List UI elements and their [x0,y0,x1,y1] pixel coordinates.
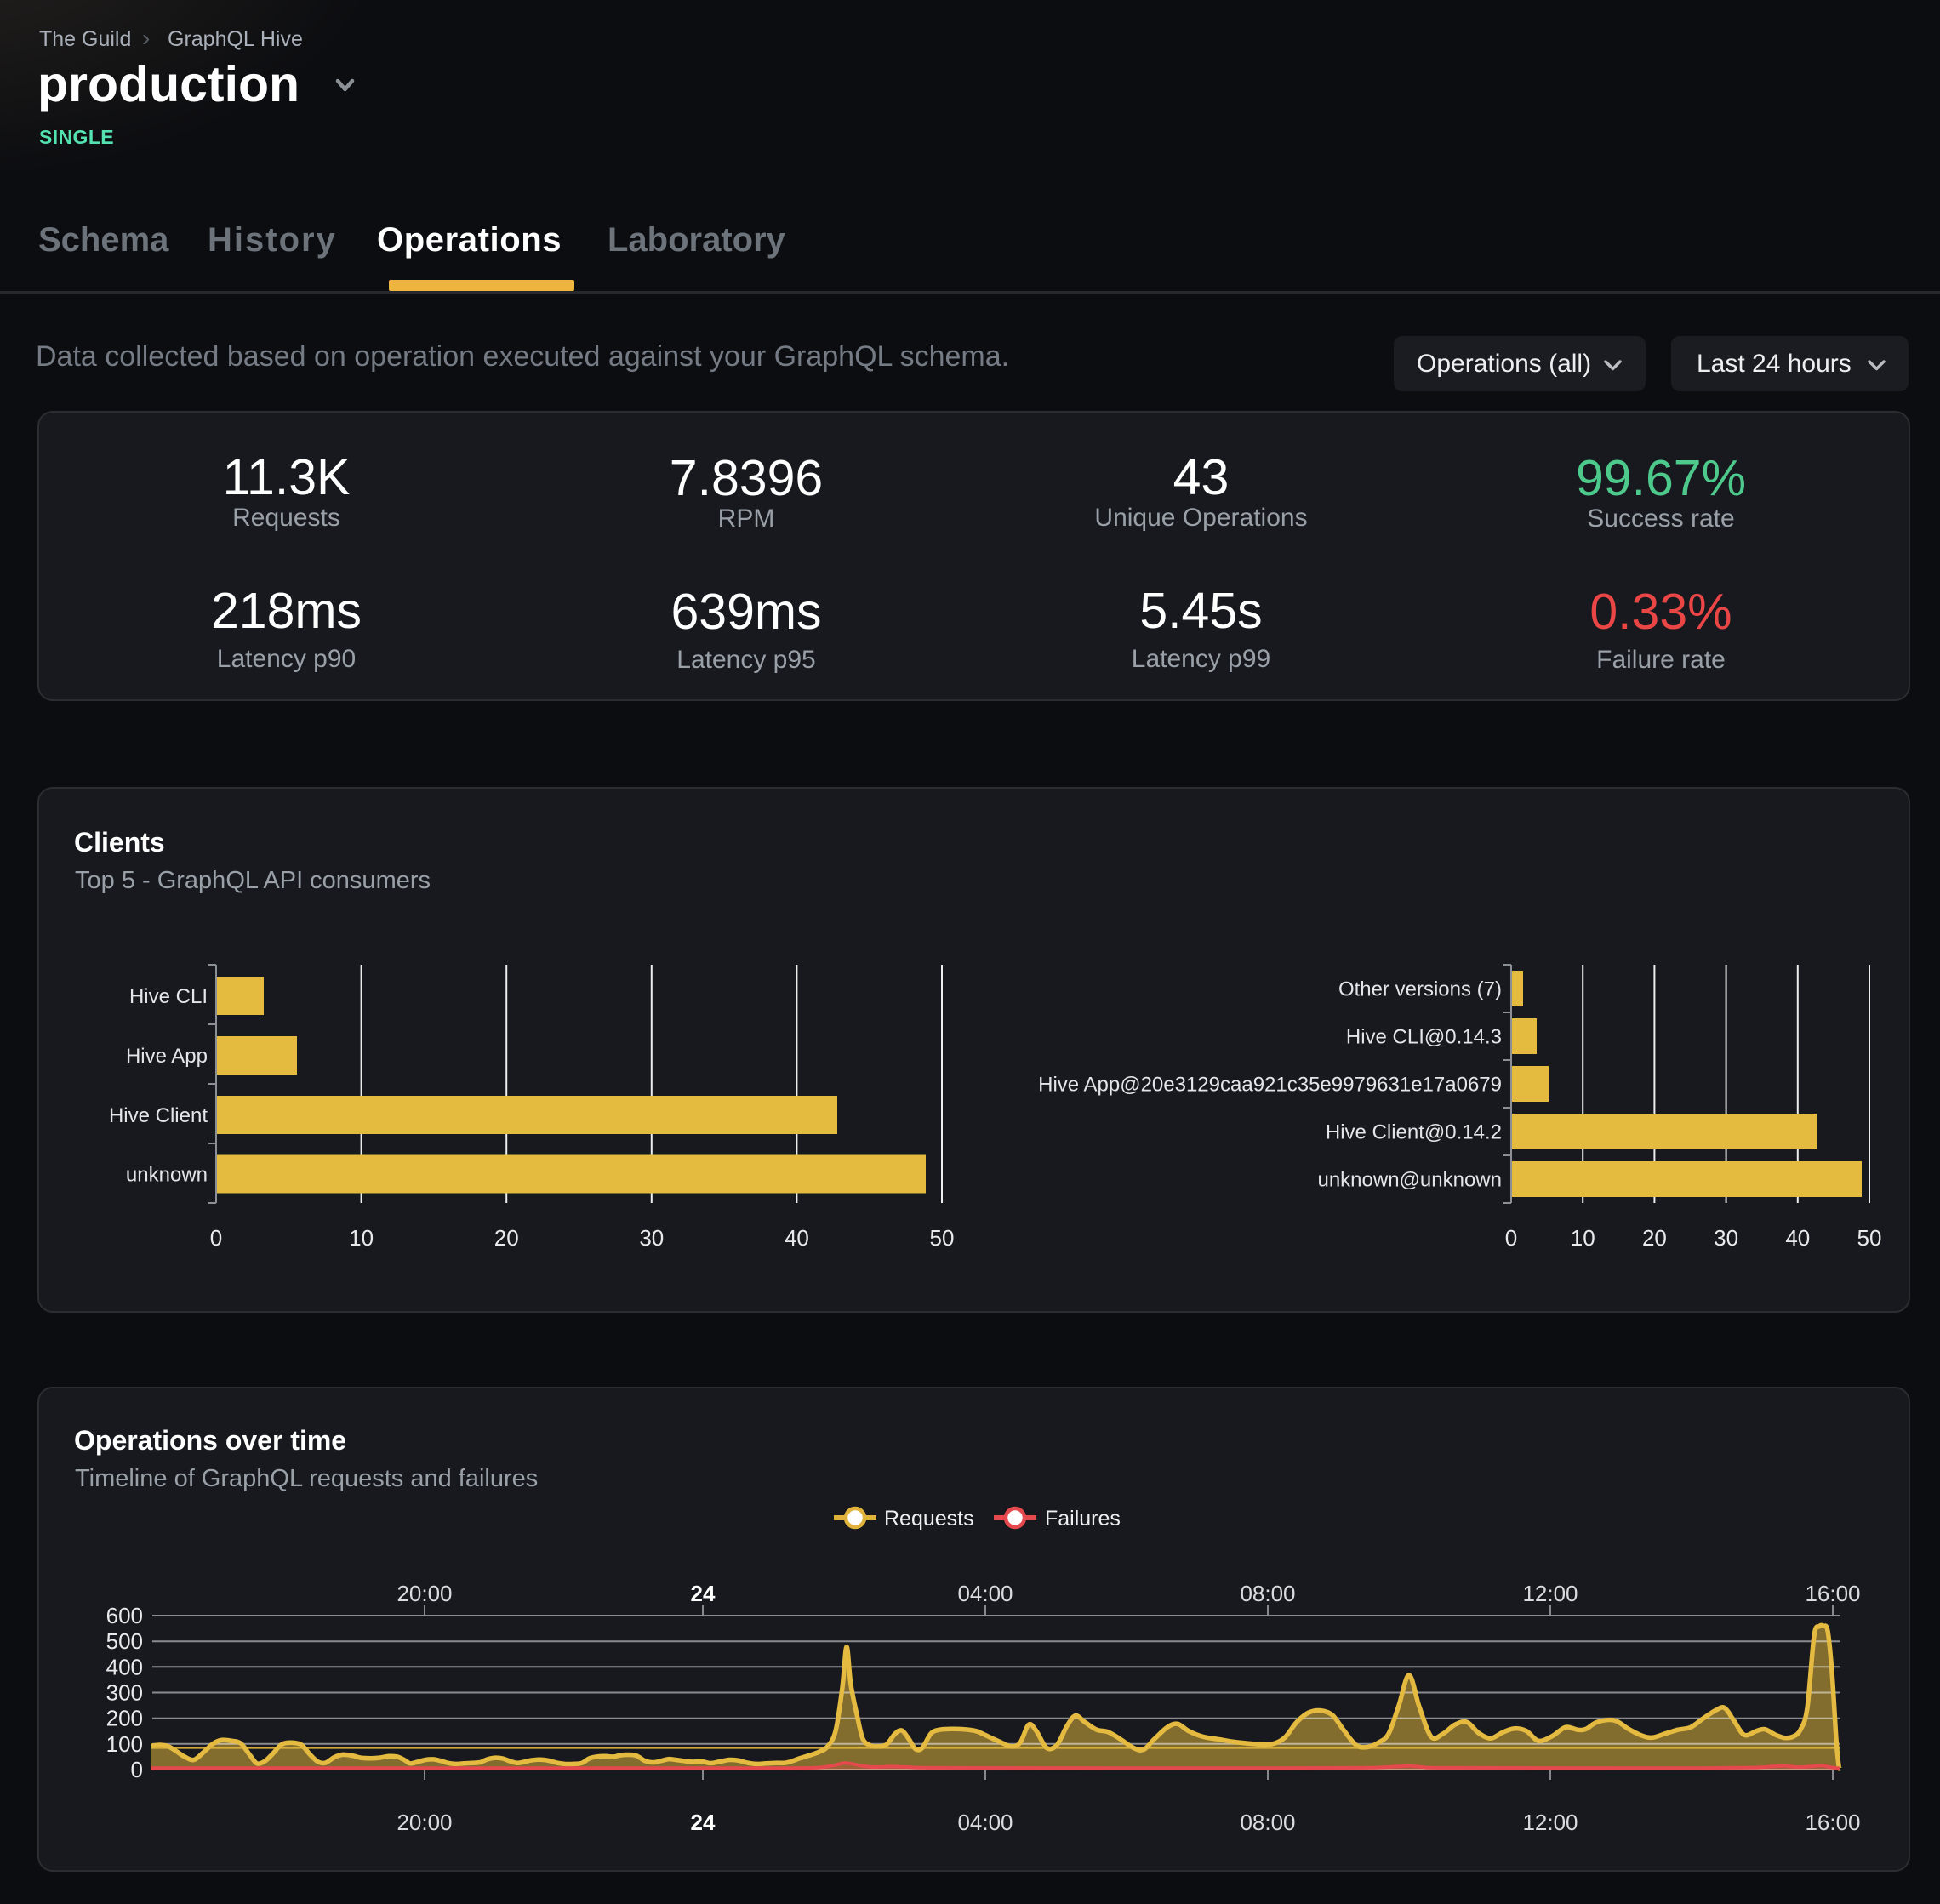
svg-text:50: 50 [1857,1225,1882,1251]
svg-text:16:00: 16:00 [1805,1810,1860,1835]
svg-text:Hive CLI: Hive CLI [129,985,208,1008]
svg-text:12:00: 12:00 [1522,1581,1578,1606]
svg-text:Clients: Clients [74,827,165,858]
svg-text:500: 500 [106,1628,143,1654]
svg-text:Operations over time: Operations over time [74,1425,346,1456]
svg-text:200: 200 [106,1706,143,1731]
svg-text:20: 20 [494,1225,519,1251]
svg-text:20:00: 20:00 [397,1581,452,1606]
svg-text:08:00: 08:00 [1240,1810,1295,1835]
svg-text:30: 30 [639,1225,664,1251]
svg-text:Hive CLI@0.14.3: Hive CLI@0.14.3 [1346,1025,1502,1048]
svg-text:30: 30 [1714,1225,1738,1251]
svg-text:Hive Client: Hive Client [109,1104,208,1127]
svg-text:40: 40 [785,1225,809,1251]
svg-text:08:00: 08:00 [1240,1581,1295,1606]
svg-text:0: 0 [210,1225,222,1251]
svg-text:Timeline of GraphQL requests a: Timeline of GraphQL requests and failure… [75,1465,538,1492]
svg-text:10: 10 [349,1225,374,1251]
svg-text:12:00: 12:00 [1522,1810,1578,1835]
svg-text:04:00: 04:00 [957,1810,1013,1835]
svg-text:16:00: 16:00 [1805,1581,1860,1606]
svg-text:100: 100 [106,1731,143,1757]
svg-text:24: 24 [691,1810,716,1835]
svg-text:04:00: 04:00 [957,1581,1013,1606]
svg-text:10: 10 [1571,1225,1595,1251]
svg-text:40: 40 [1785,1225,1810,1251]
svg-text:0: 0 [131,1757,143,1782]
svg-text:Hive App@20e3129caa921c35e9979: Hive App@20e3129caa921c35e9979631e17a067… [1038,1073,1502,1096]
svg-text:600: 600 [106,1603,143,1628]
svg-text:Hive Client@0.14.2: Hive Client@0.14.2 [1326,1120,1502,1143]
svg-text:300: 300 [106,1680,143,1706]
svg-text:Other versions (7): Other versions (7) [1338,978,1502,1000]
svg-text:unknown: unknown [126,1163,208,1186]
svg-text:20:00: 20:00 [397,1810,452,1835]
svg-text:400: 400 [106,1654,143,1679]
svg-text:20: 20 [1642,1225,1667,1251]
svg-text:0: 0 [1505,1225,1517,1251]
svg-text:unknown@unknown: unknown@unknown [1317,1168,1502,1191]
svg-text:Failures: Failures [1045,1507,1121,1531]
svg-text:Requests: Requests [884,1507,974,1531]
svg-text:24: 24 [691,1581,716,1606]
svg-text:50: 50 [930,1225,955,1251]
svg-text:Hive App: Hive App [126,1045,208,1068]
svg-text:Top 5 - GraphQL API consumers: Top 5 - GraphQL API consumers [75,867,431,894]
